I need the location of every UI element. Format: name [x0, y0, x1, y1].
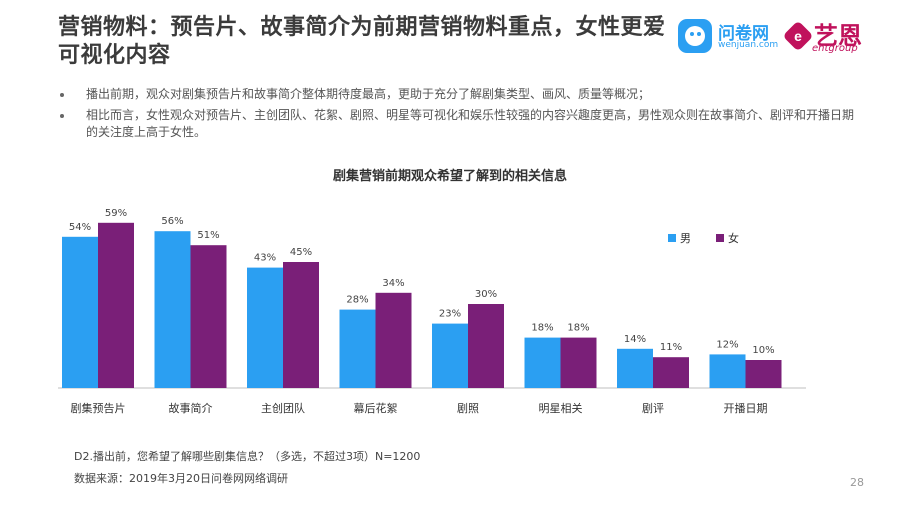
category-label: 故事简介 — [169, 401, 213, 415]
category-label: 剧照 — [457, 402, 479, 415]
bar-male — [62, 236, 98, 388]
bullet-text: 播出前期，观众对剧集预告片和故事简介整体期待度最高，更助于充分了解剧集类型、画风… — [86, 87, 651, 101]
data-label: 23% — [439, 309, 461, 320]
bullet-item: 播出前期，观众对剧集预告片和故事简介整体期待度最高，更助于充分了解剧集类型、画风… — [60, 86, 860, 103]
legend-swatch — [716, 234, 724, 242]
wenjuan-logo-text: 问卷网 — [718, 24, 769, 44]
bullet-dot — [60, 114, 64, 118]
data-label: 43% — [254, 253, 276, 264]
data-label: 30% — [475, 289, 497, 300]
data-label: 34% — [382, 278, 404, 289]
entgroup-logo-text: 艺恩 — [814, 22, 862, 50]
legend-label: 女 — [728, 231, 739, 245]
category-label: 剧评 — [642, 402, 664, 415]
page-title-line-1: 营销物料：预告片、故事简介为前期营销物料重点，女性更爱 — [58, 15, 666, 40]
survey-question-note: D2.播出前，您希望了解哪些剧集信息？（多选，不超过3项）N=1200 — [74, 450, 421, 463]
bar-female — [375, 292, 412, 388]
category-label: 明星相关 — [539, 401, 583, 415]
entgroup-logo: e 艺恩 entgroup — [784, 16, 884, 56]
category-label: 幕后花絮 — [354, 401, 398, 415]
wenjuan-logo-icon — [678, 19, 712, 53]
entgroup-logo-icon: e — [784, 22, 812, 50]
bar-male — [339, 309, 376, 388]
data-label: 12% — [716, 339, 738, 350]
data-label: 54% — [69, 222, 91, 233]
bar-male — [524, 337, 561, 388]
data-label: 59% — [105, 208, 127, 219]
summary-bullets: 播出前期，观众对剧集预告片和故事简介整体期待度最高，更助于充分了解剧集类型、画风… — [60, 86, 860, 145]
data-source-note: 数据来源：2019年3月20日问卷网网络调研 — [74, 472, 288, 485]
bullet-text: 相比而言，女性观众对预告片、主创团队、花絮、剧照、明星等可视化和娱乐性较强的内容… — [86, 108, 855, 139]
bar-male — [154, 231, 191, 388]
data-label: 45% — [290, 247, 312, 258]
data-label: 18% — [531, 323, 553, 334]
bar-male — [617, 348, 653, 388]
data-label: 14% — [624, 334, 646, 345]
bar-female — [283, 262, 319, 388]
bar-female — [468, 304, 504, 388]
data-label: 56% — [161, 216, 183, 227]
wenjuan-logo-url: wenjuan.com — [718, 40, 779, 50]
data-label: 11% — [660, 342, 682, 353]
svg-text:e: e — [794, 28, 802, 44]
bar-female — [653, 357, 689, 388]
bullet-item: 相比而言，女性观众对预告片、主创团队、花絮、剧照、明星等可视化和娱乐性较强的内容… — [60, 107, 860, 141]
data-label: 28% — [346, 295, 368, 306]
category-label: 主创团队 — [261, 401, 305, 415]
bar-female — [98, 222, 134, 388]
chart-title: 剧集营销前期观众希望了解到的相关信息 — [332, 169, 567, 184]
entgroup-logo-subtext: entgroup — [812, 43, 858, 54]
bar-male — [709, 354, 746, 388]
legend-label: 男 — [680, 232, 691, 245]
bar-female — [560, 337, 597, 388]
category-label: 剧集预告片 — [71, 401, 126, 415]
bullet-dot — [60, 93, 64, 97]
bar-male — [247, 267, 283, 388]
page-number: 28 — [850, 476, 864, 489]
data-label: 18% — [567, 323, 589, 334]
bar-female — [190, 245, 227, 388]
category-label: 开播日期 — [724, 401, 768, 415]
data-label: 10% — [752, 345, 774, 356]
legend-swatch — [668, 234, 676, 242]
page-title-line-2: 可视化内容 — [58, 43, 171, 68]
page-title: 营销物料：预告片、故事简介为前期营销物料重点，女性更爱 可视化内容 — [58, 14, 678, 70]
bar-male — [432, 323, 468, 388]
wenjuan-logo: 问卷网 wenjuan.com — [678, 16, 778, 56]
data-label: 51% — [197, 230, 219, 241]
bar-female — [745, 360, 782, 388]
